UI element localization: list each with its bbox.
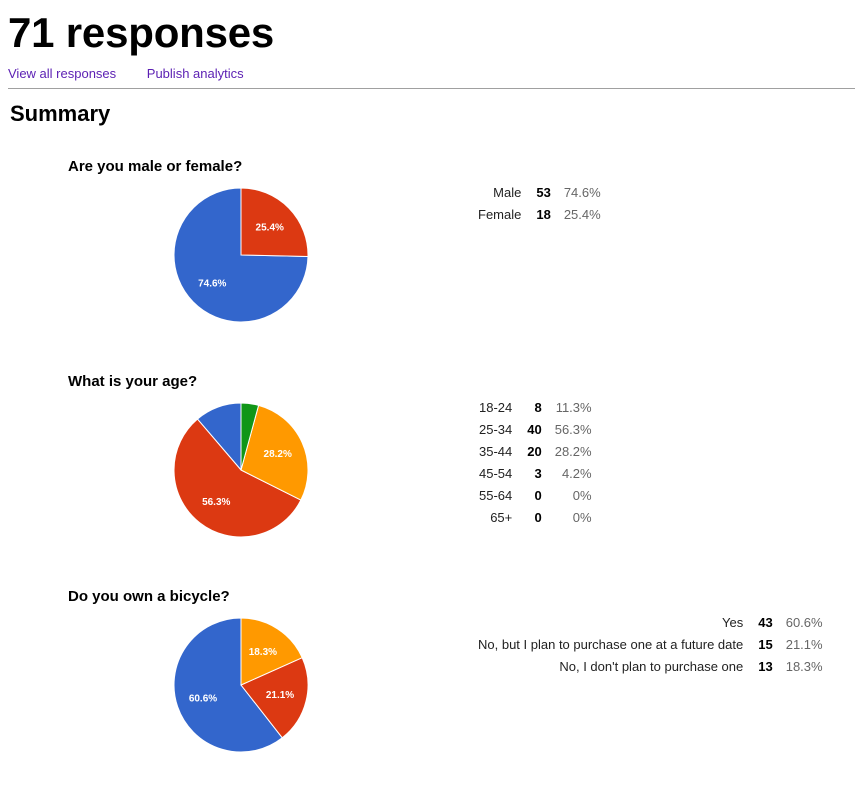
- legend-percent: 4.2%: [561, 465, 592, 481]
- legend-percent: 18.3%: [785, 658, 823, 674]
- legend-count: 3: [534, 465, 542, 481]
- pie-slice-45-54: [240, 402, 260, 471]
- pie-chart-bicycle: 60.6% 21.1% 18.3%: [173, 617, 309, 753]
- legend-label: Yes: [722, 614, 744, 630]
- legend-row: 55-64 0 0%: [479, 484, 592, 506]
- legend-table-gender: Male 53 74.6% Female 18 25.4%: [478, 181, 601, 225]
- pie-slice-label: 56.3%: [202, 497, 230, 508]
- divider: [8, 88, 855, 89]
- pie-chart-gender: 74.6% 25.4%: [173, 187, 309, 323]
- pie-slice-yes: [173, 617, 283, 753]
- legend-label: 65+: [490, 509, 513, 525]
- question-title: What is your age?: [68, 373, 198, 390]
- legend-label: 25-34: [479, 421, 513, 437]
- legend-count: 18: [536, 206, 551, 222]
- legend-label: No, I don't plan to purchase one: [559, 658, 744, 674]
- legend-row: 35-44 20 28.2%: [479, 440, 592, 462]
- legend-count: 15: [758, 636, 773, 652]
- pie-slice-label: 28.2%: [264, 449, 292, 460]
- legend-count: 8: [534, 399, 542, 415]
- legend-label: 45-54: [479, 465, 513, 481]
- legend-label: No, but I plan to purchase one at a futu…: [478, 636, 744, 652]
- legend-label: 18-24: [479, 399, 513, 415]
- legend-count: 20: [527, 443, 542, 459]
- legend-label: Male: [493, 184, 522, 200]
- page-title: 71 responses: [8, 9, 275, 56]
- pie-slice-35-44: [240, 404, 309, 501]
- question-title: Do you own a bicycle?: [68, 588, 230, 605]
- publish-analytics-link[interactable]: Publish analytics: [146, 66, 244, 81]
- legend-percent: 74.6%: [563, 184, 601, 200]
- legend-table-bicycle: Yes 43 60.6% No, but I plan to purchase …: [478, 611, 823, 677]
- legend-count: 0: [534, 487, 542, 503]
- legend-row: 25-34 40 56.3%: [479, 418, 592, 440]
- pie-chart-age: 56.3% 28.2%: [173, 402, 309, 538]
- legend-table-age: 18-24 8 11.3% 25-34 40 56.3% 35-44 20 28…: [479, 396, 592, 528]
- pie-slice-label: 18.3%: [249, 647, 277, 658]
- legend-count: 53: [536, 184, 551, 200]
- pie-slice-female: [240, 187, 309, 257]
- legend-percent: 60.6%: [785, 614, 823, 630]
- legend-row: No, I don't plan to purchase one 13 18.3…: [478, 655, 823, 677]
- legend-label: Female: [478, 206, 522, 222]
- legend-row: No, but I plan to purchase one at a futu…: [478, 633, 823, 655]
- legend-count: 43: [758, 614, 773, 630]
- pie-slice-25-34: [173, 418, 302, 538]
- legend-count: 40: [527, 421, 542, 437]
- legend-count: 0: [534, 509, 542, 525]
- header-links: View all responses Publish analytics: [8, 66, 271, 81]
- legend-percent: 0%: [572, 487, 592, 503]
- legend-percent: 56.3%: [554, 421, 592, 437]
- legend-row: Yes 43 60.6%: [478, 611, 823, 633]
- pie-slice-label: 25.4%: [256, 222, 284, 233]
- legend-count: 13: [758, 658, 773, 674]
- legend-row: 45-54 3 4.2%: [479, 462, 592, 484]
- legend-percent: 28.2%: [554, 443, 592, 459]
- legend-row: 18-24 8 11.3%: [479, 396, 592, 418]
- pie-slice-label: 74.6%: [198, 279, 226, 290]
- legend-row: Male 53 74.6%: [478, 181, 601, 203]
- legend-percent: 11.3%: [555, 399, 592, 415]
- legend-label: 55-64: [479, 487, 513, 503]
- legend-row: Female 18 25.4%: [478, 203, 601, 225]
- legend-percent: 0%: [572, 509, 592, 525]
- legend-label: 35-44: [479, 443, 513, 459]
- pie-slice-label: 60.6%: [189, 694, 217, 705]
- summary-heading: Summary: [10, 101, 111, 126]
- legend-percent: 25.4%: [563, 206, 601, 222]
- pie-slice-label: 21.1%: [266, 690, 294, 701]
- legend-percent: 21.1%: [785, 636, 823, 652]
- view-all-responses-link[interactable]: View all responses: [8, 66, 117, 81]
- legend-row: 65+ 0 0%: [479, 506, 592, 528]
- pie-slice-no-i-don-t-plan-to-purchase-one: [240, 617, 303, 686]
- question-title: Are you male or female?: [68, 158, 243, 175]
